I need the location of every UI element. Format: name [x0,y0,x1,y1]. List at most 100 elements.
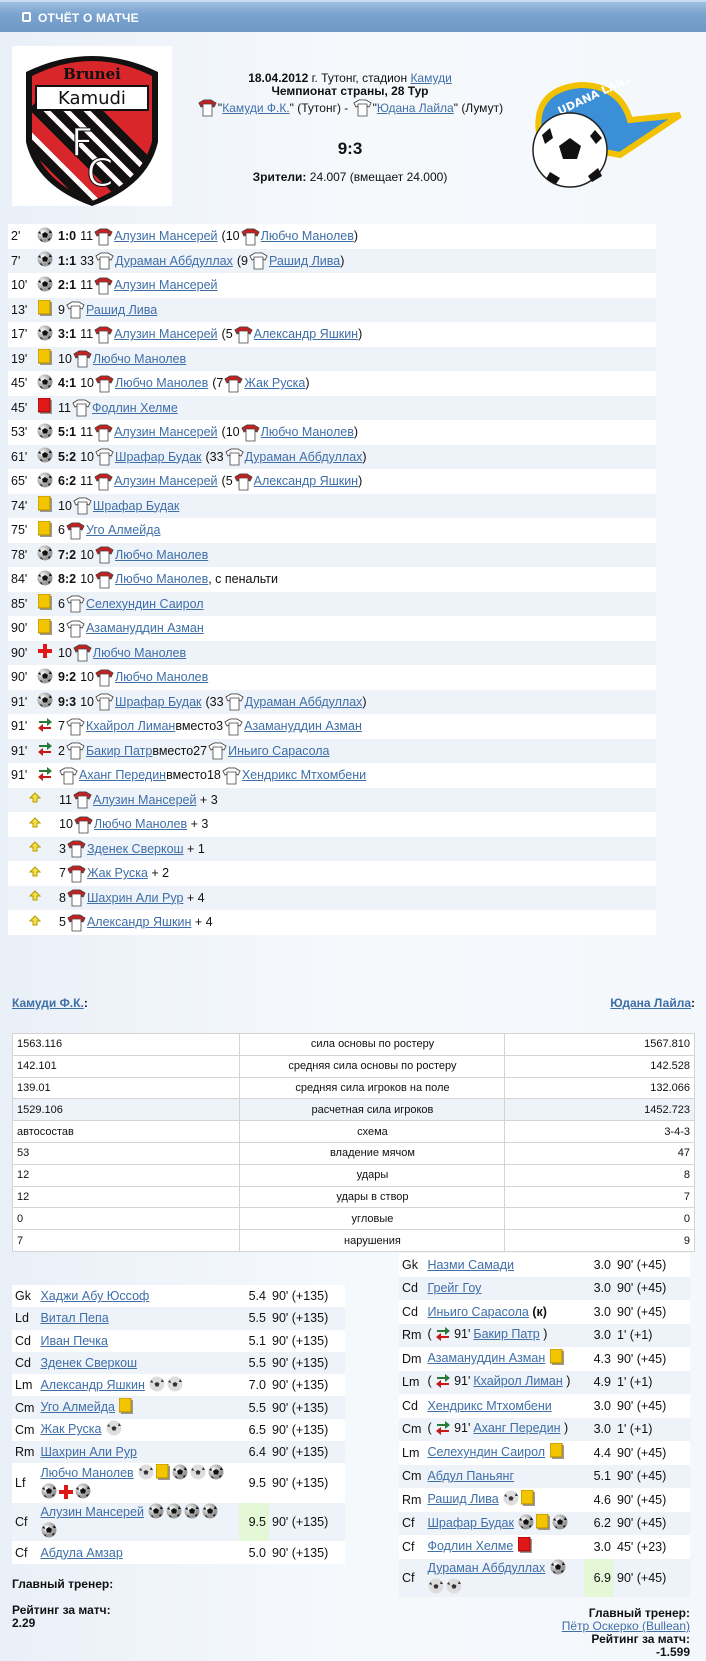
player-link[interactable]: Абдул Паньянг [427,1469,515,1484]
player-link[interactable]: Бакир Патр [85,743,153,758]
player-link[interactable]: Жак Руска [86,866,148,881]
player-link[interactable]: Алузин Мансерей [114,278,218,293]
player-link[interactable]: Кхайрол Лиман [85,719,176,734]
player-rating: 6.5 [248,1422,266,1437]
lineup-row: Cf Алузин Мансерей 9.5 90' (+135) [12,1503,345,1542]
home-team-link[interactable]: Камуди Ф.К. [222,101,290,115]
player-link[interactable]: Алузин Мансерей [40,1505,144,1520]
goal-ball-icon [184,1503,200,1522]
player-link[interactable]: Фодлин Хелме [91,400,178,415]
away-coach-link[interactable]: Пётр Оскерко (Bullean) [561,1619,690,1633]
player-link[interactable]: Любчо Манолев [92,351,187,366]
assist-close: ) [362,694,367,709]
player-link[interactable]: Шахрин Али Рур [40,1445,137,1460]
player-link[interactable]: Азамануддин Азман [427,1351,546,1366]
home-shirt-icon [241,227,260,246]
assist-player-link[interactable]: Дураман Аббдуллах [244,694,363,709]
event-minute: 85' [11,596,28,611]
player-link[interactable]: Любчо Манолев [93,817,188,832]
player-link[interactable]: Иван Печка [40,1333,108,1348]
player-link[interactable]: Шрафар Будак [114,449,202,464]
player-link[interactable]: Любчо Манолев [114,670,209,685]
player-link[interactable]: Алузин Мансерей [92,792,197,807]
home-shirt-icon [94,472,113,491]
yellow-card-icon [37,593,52,613]
assist-player-link[interactable]: Любчо Манолев [260,229,354,244]
player-link[interactable]: Бакир Патр [473,1326,540,1341]
home-shirt-icon [73,790,92,809]
player-link[interactable]: Витал Пепа [40,1311,109,1326]
stats-row: 12 удары в створ 7 [11,1185,695,1209]
away-shirt-icon [73,496,92,515]
player-link[interactable]: Алузин Мансерей [114,327,218,342]
event-icon-cell [35,325,54,344]
player-position: Lm [402,1445,420,1460]
away-team-stats-link[interactable]: Юдана Лайла [610,996,691,1010]
stadium-link[interactable]: Камуди [410,71,452,85]
event-minute: 91' [11,694,28,709]
event-score: 3:1 [58,327,77,342]
player-link[interactable]: Фодлин Хелме [427,1539,514,1554]
replaced-player-link[interactable]: Иньиго Сарасола [228,743,330,758]
player-link[interactable]: Аханг Передин [79,768,167,783]
assist-player-link[interactable]: Жак Руска [244,376,306,391]
assist-player-link[interactable]: Александр Яшкин [253,327,359,342]
player-link[interactable]: Селехундин Саирол [427,1445,546,1460]
player-link[interactable]: Зденек Сверкош [40,1356,138,1371]
player-link[interactable]: Уго Алмейда [40,1400,115,1415]
player-link[interactable]: Шрафар Будак [92,498,180,513]
player-number: 6 [58,523,65,538]
player-link[interactable]: Александр Яшкин [86,915,192,930]
player-link[interactable]: Грейг Гоу [427,1281,482,1296]
player-link[interactable]: Азамануддин Азман [85,621,204,636]
player-link[interactable]: Шахрин Али Рур [86,890,184,905]
assist-player-link[interactable]: Любчо Манолев [260,425,354,440]
player-position: Dm [402,1351,422,1366]
replaced-player-link[interactable]: Хендрикс Мтхомбени [241,768,367,783]
assist-player-link[interactable]: Дураман Аббдуллах [244,449,363,464]
player-link[interactable]: Александр Яшкин [40,1377,145,1392]
player-link[interactable]: Хендрикс Мтхомбени [427,1398,552,1413]
player-link[interactable]: Иньиго Сарасола [427,1304,529,1319]
player-rating: 6.2 [593,1516,611,1531]
player-link[interactable]: Рашид Лива [427,1492,499,1507]
player-link[interactable]: Назми Самади [427,1257,515,1272]
player-link[interactable]: Зденек Сверкош [86,841,184,856]
player-link[interactable]: Уго Алмейда [85,523,161,538]
player-link[interactable]: Шрафар Будак [114,694,202,709]
stat-label: сила основы по ростеру [239,1033,506,1056]
assist-number: 33 [209,449,224,464]
player-cell: Хендрикс Мтхомбени [424,1394,584,1418]
player-link[interactable]: Хаджи Абу Юссоф [40,1289,150,1304]
assist-player-link[interactable]: Рашид Лива [268,253,341,268]
player-link[interactable]: Дураман Аббдуллах [427,1560,546,1575]
player-link[interactable]: Алузин Мансерей [114,474,218,489]
event-icon-cell [35,520,54,540]
player-link[interactable]: Абдула Амзар [40,1545,123,1560]
replaced-player-link[interactable]: Азамануддин Азман [244,719,362,734]
stats-row: автосостав схема 3-4-3 [11,1120,695,1143]
assist-player-link[interactable]: Александр Яшкин [253,474,359,489]
player-link[interactable]: Алузин Мансерей [114,425,218,440]
assist-number: 10 [225,425,240,440]
player-link[interactable]: Жак Руска [40,1422,102,1437]
player-link[interactable]: Аханг Передин [473,1420,561,1435]
player-link[interactable]: Любчо Манолев [114,547,209,562]
player-link[interactable]: Шрафар Будак [427,1515,514,1530]
tournament: Чемпионат страны, 28 Тур [271,84,429,98]
away-team-link[interactable]: Юдана Лайла [376,101,454,115]
player-cell: Шахрин Али Рур [37,1441,239,1463]
player-link[interactable]: Дураман Аббдуллах [114,253,233,268]
player-link[interactable]: Рашид Лива [85,302,158,317]
player-link[interactable]: Кхайрол Лиман [473,1373,563,1388]
player-link[interactable]: Любчо Манолев [114,572,209,587]
assist-open: ( [205,694,210,709]
player-link[interactable]: Алузин Мансерей [114,229,218,244]
player-link[interactable]: Любчо Манолев [40,1466,134,1481]
player-link[interactable]: Селехундин Саирол [85,596,204,611]
player-link[interactable]: Любчо Манолев [114,376,209,391]
assist-ball-icon [446,1578,462,1597]
player-link[interactable]: Любчо Манолев [92,645,187,660]
assist-ball-icon [190,1464,206,1483]
home-team-stats-link[interactable]: Камуди Ф.К. [12,996,84,1010]
